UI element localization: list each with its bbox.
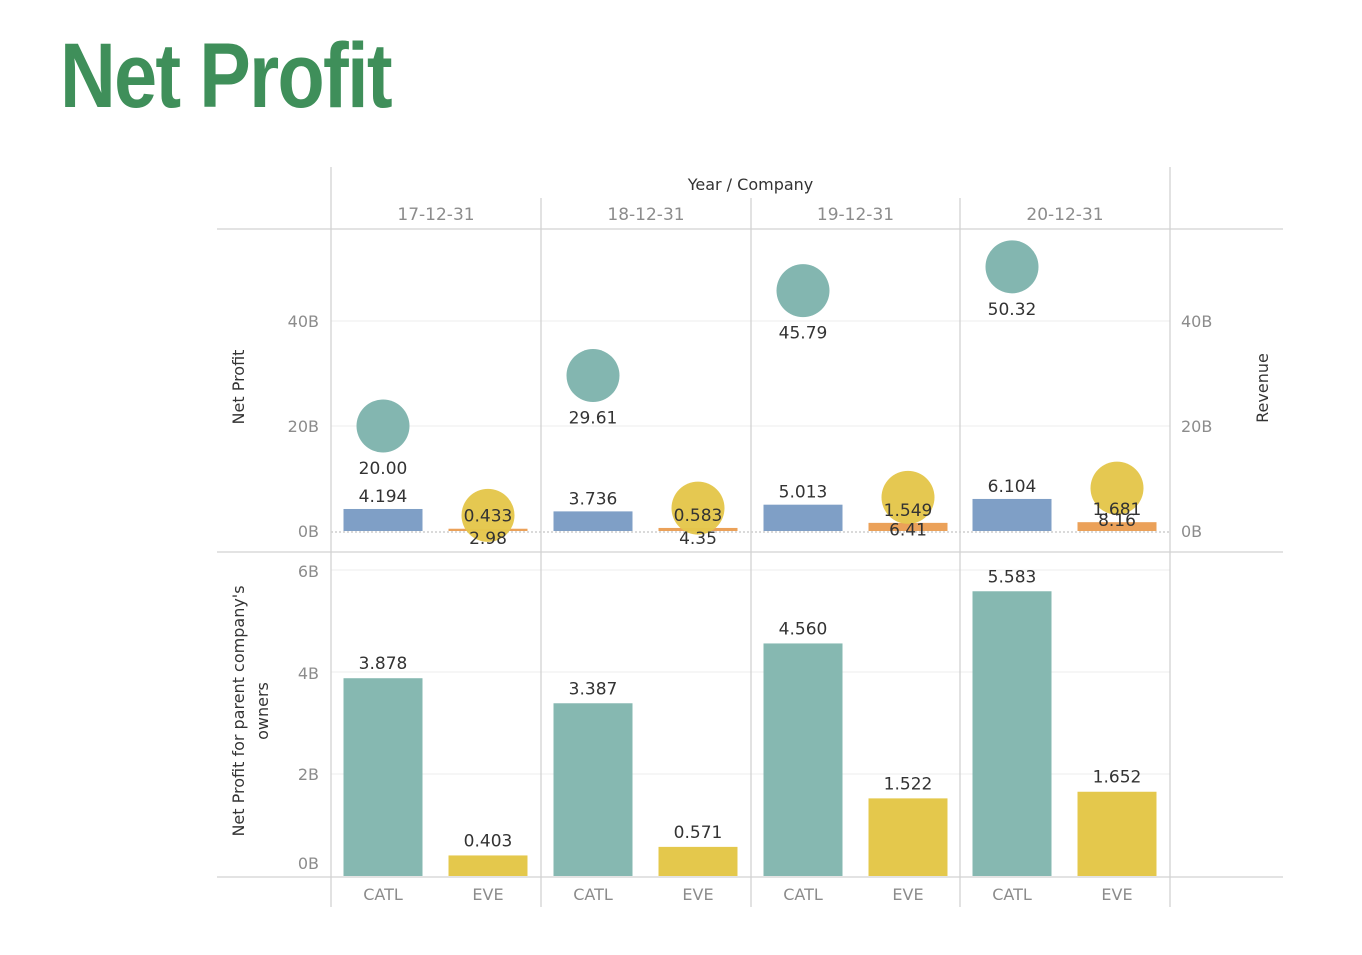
net-profit-bar-catl xyxy=(343,508,423,531)
revenue-label: 6.41 xyxy=(889,520,927,540)
y-tick-label: 4B xyxy=(298,664,319,683)
net-profit-label: 0.433 xyxy=(464,507,513,527)
net-profit-label: 0.583 xyxy=(674,506,723,526)
x-tick-label: CATL xyxy=(573,885,613,904)
revenue-circle-catl xyxy=(985,240,1039,294)
y-tick-label: 6B xyxy=(298,562,319,581)
y-tick-label: 0B xyxy=(298,854,319,873)
x-tick-label: EVE xyxy=(472,885,503,904)
net-profit-label: 1.549 xyxy=(884,501,933,521)
revenue-label: 20.00 xyxy=(359,459,408,479)
parent-profit-label: 4.560 xyxy=(779,619,828,639)
parent-profit-bar-eve xyxy=(448,855,528,876)
y-tick-label: 0B xyxy=(1181,522,1202,541)
y-axis-title-right: Revenue xyxy=(1253,353,1272,423)
year-header: 20-12-31 xyxy=(1026,205,1103,225)
year-header: 18-12-31 xyxy=(607,205,684,225)
parent-profit-bar-catl xyxy=(553,703,633,876)
revenue-circle-eve xyxy=(461,488,515,542)
revenue-circle-eve xyxy=(1090,461,1144,515)
revenue-label: 8.16 xyxy=(1098,511,1136,531)
parent-profit-bar-catl xyxy=(972,591,1052,876)
net-profit-label: 6.104 xyxy=(988,477,1037,497)
x-tick-label: CATL xyxy=(363,885,403,904)
parent-profit-label: 0.571 xyxy=(674,823,723,843)
x-tick-label: EVE xyxy=(682,885,713,904)
x-tick-label: CATL xyxy=(783,885,823,904)
parent-profit-label: 1.522 xyxy=(884,774,933,794)
parent-profit-bar-eve xyxy=(1077,791,1157,876)
parent-profit-label: 0.403 xyxy=(464,831,513,851)
net-profit-label: 3.736 xyxy=(569,489,618,509)
revenue-label: 50.32 xyxy=(988,300,1037,320)
year-header: 19-12-31 xyxy=(817,205,894,225)
net-profit-bar-eve xyxy=(1077,522,1157,531)
revenue-circle-eve xyxy=(881,470,935,524)
parent-profit-label: 3.878 xyxy=(359,654,408,674)
parent-profit-bar-catl xyxy=(763,643,843,876)
page-title: Net Profit xyxy=(60,25,393,127)
revenue-label: 2.98 xyxy=(469,529,507,549)
revenue-circle-eve xyxy=(671,481,725,535)
y-tick-label: 40B xyxy=(1181,312,1212,331)
header-title: Year / Company xyxy=(687,175,814,194)
year-header: 17-12-31 xyxy=(397,205,474,225)
y-axis-title-bottom: Net Profit for parent company's owners xyxy=(229,585,272,836)
parent-profit-label: 5.583 xyxy=(988,567,1037,587)
parent-profit-bar-catl xyxy=(343,678,423,876)
parent-profit-bar-eve xyxy=(868,798,948,876)
x-tick-label: EVE xyxy=(1101,885,1132,904)
revenue-circle-catl xyxy=(566,349,620,403)
y-tick-label: 20B xyxy=(1181,417,1212,436)
revenue-circle-catl xyxy=(776,264,830,318)
net-profit-bar-catl xyxy=(972,498,1052,531)
net-profit-label: 1.681 xyxy=(1093,500,1142,520)
parent-profit-bar-eve xyxy=(658,846,738,876)
net-profit-bar-catl xyxy=(553,511,633,531)
net-profit-label: 4.194 xyxy=(359,487,408,507)
revenue-label: 45.79 xyxy=(779,324,828,344)
y-axis-title-left: Net Profit xyxy=(229,350,248,425)
parent-profit-label: 3.387 xyxy=(569,679,618,699)
revenue-label: 29.61 xyxy=(569,409,618,429)
net-profit-bar-catl xyxy=(763,504,843,531)
revenue-circle-catl xyxy=(356,399,410,453)
x-tick-label: CATL xyxy=(992,885,1032,904)
x-tick-label: EVE xyxy=(892,885,923,904)
net-profit-bar-eve xyxy=(868,522,948,531)
y-tick-label: 40B xyxy=(288,312,319,331)
net-profit-label: 5.013 xyxy=(779,483,828,503)
revenue-label: 4.35 xyxy=(679,529,717,549)
y-tick-label: 0B xyxy=(298,522,319,541)
y-tick-label: 20B xyxy=(288,417,319,436)
y-tick-label: 2B xyxy=(298,765,319,784)
parent-profit-label: 1.652 xyxy=(1093,768,1142,788)
